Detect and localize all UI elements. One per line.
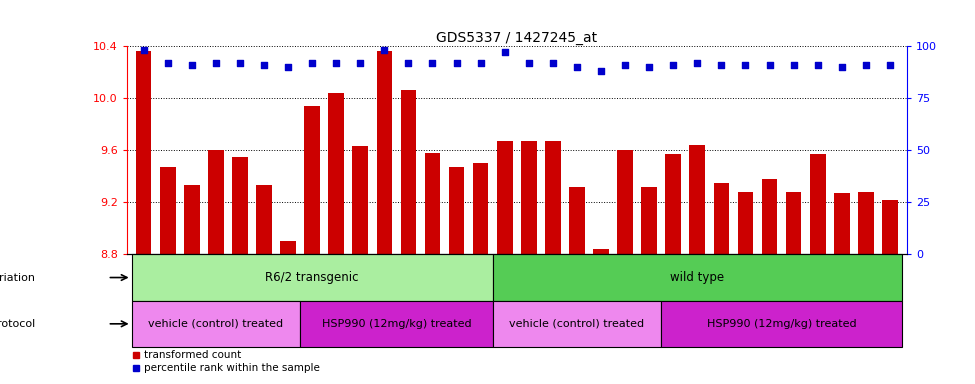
Bar [132, 301, 300, 347]
Bar [492, 254, 902, 301]
Bar [401, 90, 416, 254]
Bar [810, 154, 826, 254]
Point [810, 62, 826, 68]
Point [786, 62, 801, 68]
Point [593, 68, 608, 74]
Bar [569, 187, 585, 254]
Bar [352, 146, 369, 254]
Point [834, 64, 849, 70]
Bar [132, 254, 492, 301]
Bar [761, 179, 777, 254]
Point [617, 62, 633, 68]
Bar [661, 301, 902, 347]
Point [329, 60, 344, 66]
Bar [521, 141, 536, 254]
Text: wild type: wild type [670, 271, 724, 284]
Bar [786, 192, 801, 254]
Bar [136, 51, 151, 254]
Point [689, 60, 705, 66]
Bar [593, 249, 608, 254]
Point [256, 62, 272, 68]
Bar [473, 163, 488, 254]
Bar [304, 106, 320, 254]
Point [761, 62, 777, 68]
Point [280, 64, 295, 70]
Bar [208, 150, 223, 254]
Bar [738, 192, 754, 254]
Point [882, 62, 898, 68]
Point [184, 62, 200, 68]
Bar [448, 167, 464, 254]
Bar [642, 187, 657, 254]
Text: HSP990 (12mg/kg) treated: HSP990 (12mg/kg) treated [707, 319, 856, 329]
Point [376, 47, 392, 53]
Bar [184, 185, 200, 254]
Bar [545, 141, 561, 254]
Point [497, 49, 513, 55]
Point [738, 62, 754, 68]
Point [353, 60, 369, 66]
Point [473, 60, 488, 66]
Bar [689, 145, 705, 254]
Bar [329, 93, 344, 254]
Point [448, 60, 464, 66]
Bar [425, 153, 441, 254]
Text: R6/2 transgenic: R6/2 transgenic [265, 271, 359, 284]
Bar [492, 301, 661, 347]
Point [521, 60, 536, 66]
Point [304, 60, 320, 66]
Point [665, 62, 681, 68]
Point [232, 60, 248, 66]
Point [569, 64, 585, 70]
Title: GDS5337 / 1427245_at: GDS5337 / 1427245_at [436, 31, 598, 45]
Point [714, 62, 729, 68]
Bar [160, 167, 176, 254]
Point [160, 60, 176, 66]
Point [208, 60, 223, 66]
Bar [232, 157, 248, 254]
Bar [882, 200, 898, 254]
Bar [300, 301, 492, 347]
Bar [858, 192, 874, 254]
Text: HSP990 (12mg/kg) treated: HSP990 (12mg/kg) treated [322, 319, 471, 329]
Bar [256, 185, 272, 254]
Point [401, 60, 416, 66]
Bar [497, 141, 513, 254]
Point [642, 64, 657, 70]
Point [545, 60, 561, 66]
Point [425, 60, 441, 66]
Text: vehicle (control) treated: vehicle (control) treated [509, 319, 644, 329]
Bar [376, 51, 392, 254]
Bar [280, 242, 295, 254]
Text: protocol: protocol [0, 319, 35, 329]
Bar [665, 154, 682, 254]
Bar [617, 150, 633, 254]
Bar [834, 193, 849, 254]
Bar [714, 183, 729, 254]
Text: vehicle (control) treated: vehicle (control) treated [148, 319, 284, 329]
Point [858, 62, 874, 68]
Text: genotype/variation: genotype/variation [0, 273, 35, 283]
Legend: transformed count, percentile rank within the sample: transformed count, percentile rank withi… [132, 350, 321, 374]
Point [136, 47, 151, 53]
